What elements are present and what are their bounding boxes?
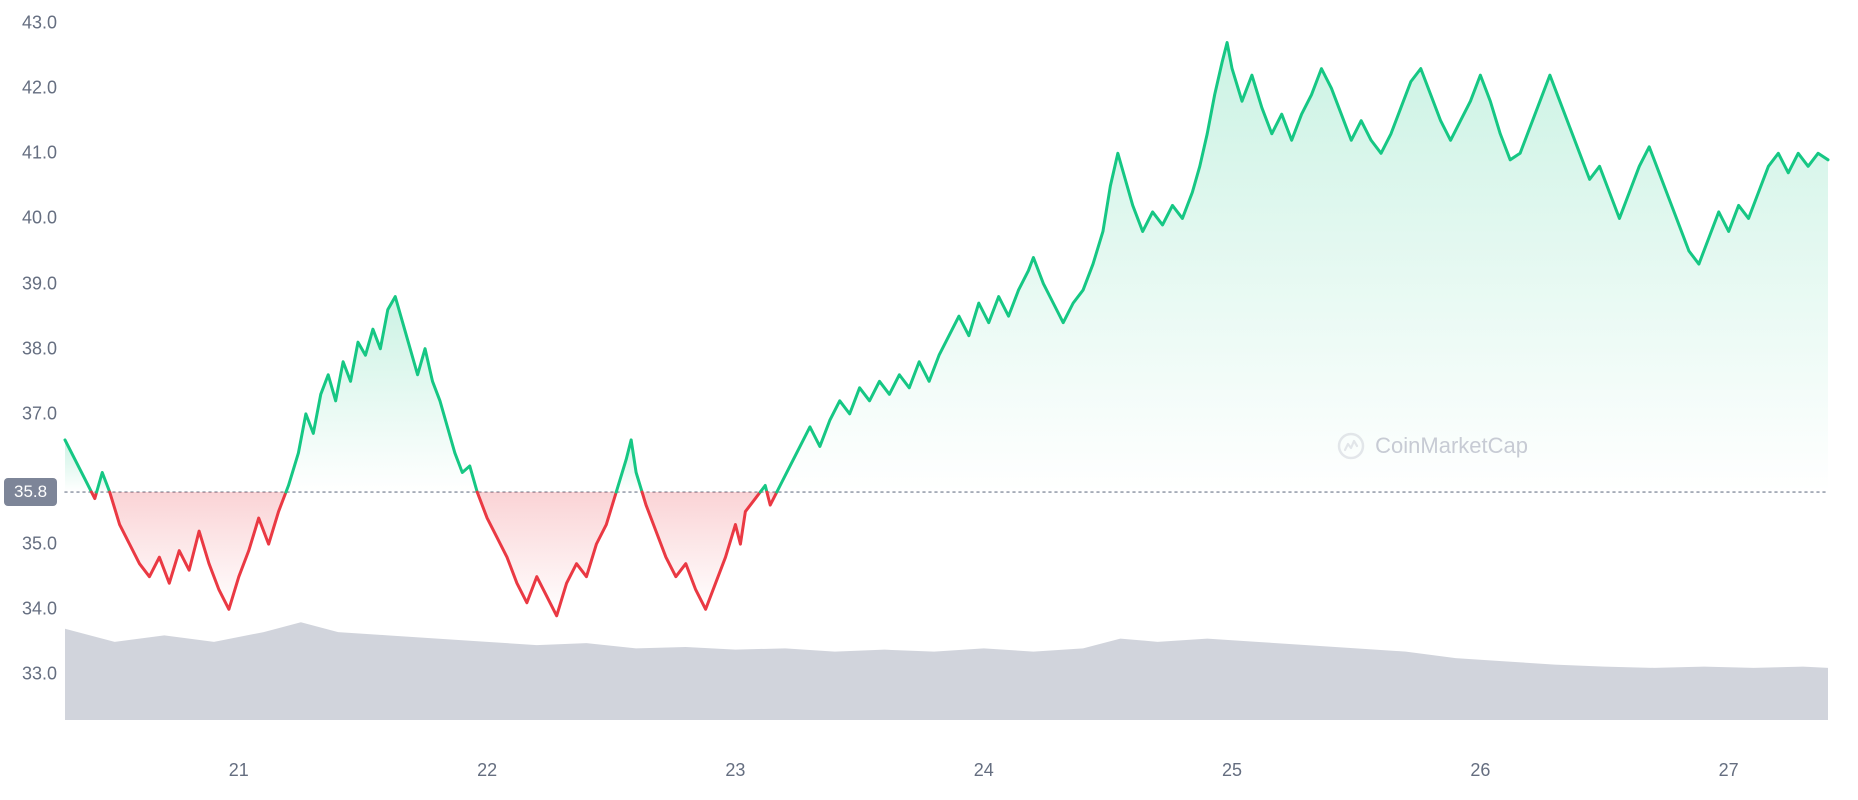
watermark-text: CoinMarketCap <box>1375 433 1528 459</box>
y-tick-label: 42.0 <box>2 78 57 99</box>
y-tick-label: 34.0 <box>2 599 57 620</box>
y-tick-label: 43.0 <box>2 13 57 34</box>
x-tick-label: 26 <box>1470 760 1490 781</box>
y-tick-label: 39.0 <box>2 273 57 294</box>
coinmarketcap-icon <box>1337 432 1365 460</box>
baseline-price-badge: 35.8 <box>4 478 57 506</box>
price-chart[interactable]: 33.0 34.0 35.0 37.0 38.0 39.0 40.0 41.0 42.0 43.0… <box>0 0 1858 800</box>
x-tick-label: 21 <box>229 760 249 781</box>
x-tick-label: 27 <box>1719 760 1739 781</box>
y-tick-label: 35.0 <box>2 534 57 555</box>
chart-svg <box>0 0 1858 800</box>
y-tick-label: 41.0 <box>2 143 57 164</box>
y-tick-label: 37.0 <box>2 403 57 424</box>
x-tick-label: 22 <box>477 760 497 781</box>
x-tick-label: 24 <box>974 760 994 781</box>
y-tick-label: 40.0 <box>2 208 57 229</box>
x-tick-label: 23 <box>725 760 745 781</box>
baseline-price-value: 35.8 <box>14 482 47 501</box>
y-tick-label: 38.0 <box>2 338 57 359</box>
watermark: CoinMarketCap <box>1337 432 1528 460</box>
y-tick-label: 33.0 <box>2 664 57 685</box>
x-tick-label: 25 <box>1222 760 1242 781</box>
